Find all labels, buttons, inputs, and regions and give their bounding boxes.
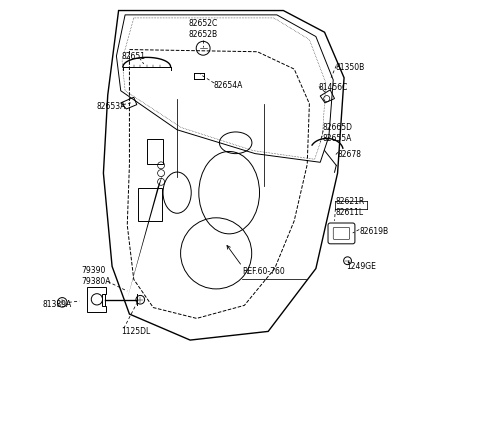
Bar — [147, 140, 163, 165]
Text: 82652C
82652B: 82652C 82652B — [189, 19, 218, 39]
Polygon shape — [127, 174, 163, 299]
Text: 82665D
82655A: 82665D 82655A — [323, 123, 352, 143]
Text: 81456C: 81456C — [318, 83, 348, 92]
Text: 81350B: 81350B — [336, 63, 365, 72]
Text: 1125DL: 1125DL — [121, 326, 150, 335]
Text: 82651: 82651 — [122, 52, 146, 61]
Text: 1249GE: 1249GE — [346, 261, 376, 270]
Text: 82654A: 82654A — [214, 81, 243, 89]
Text: 82621R
82611L: 82621R 82611L — [336, 196, 365, 216]
Text: 82678: 82678 — [337, 150, 361, 159]
Text: 79390
79380A: 79390 79380A — [82, 265, 111, 286]
Text: 81389A: 81389A — [43, 299, 72, 308]
Bar — [138, 189, 162, 221]
Text: REF.60-760: REF.60-760 — [242, 266, 285, 276]
Text: 82619B: 82619B — [359, 227, 388, 235]
Text: 82653A: 82653A — [97, 102, 126, 111]
